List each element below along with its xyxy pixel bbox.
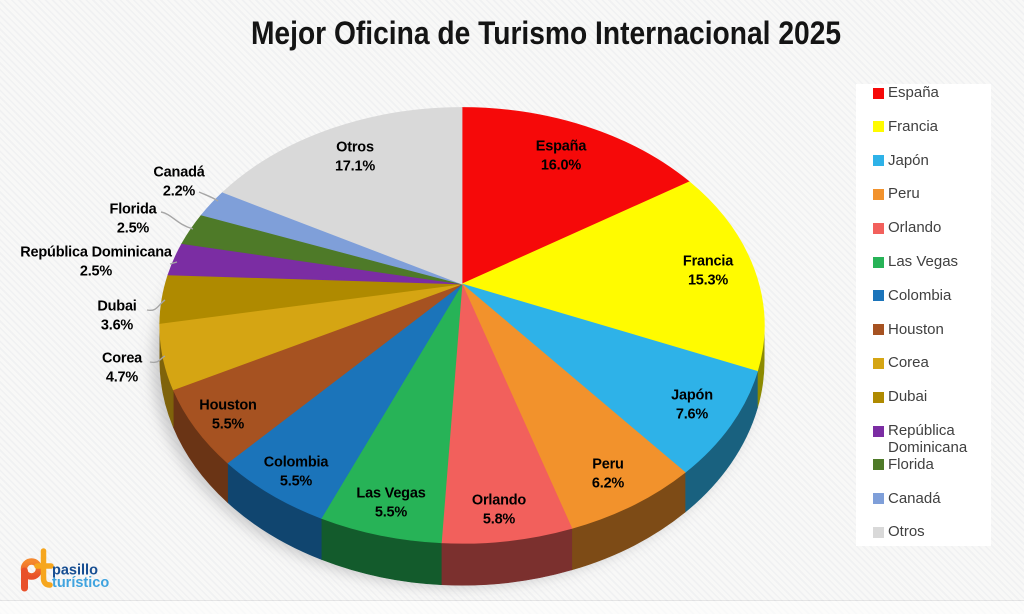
svg-text:pasillo: pasillo: [52, 563, 98, 579]
svg-text:turístico: turístico: [52, 575, 109, 591]
